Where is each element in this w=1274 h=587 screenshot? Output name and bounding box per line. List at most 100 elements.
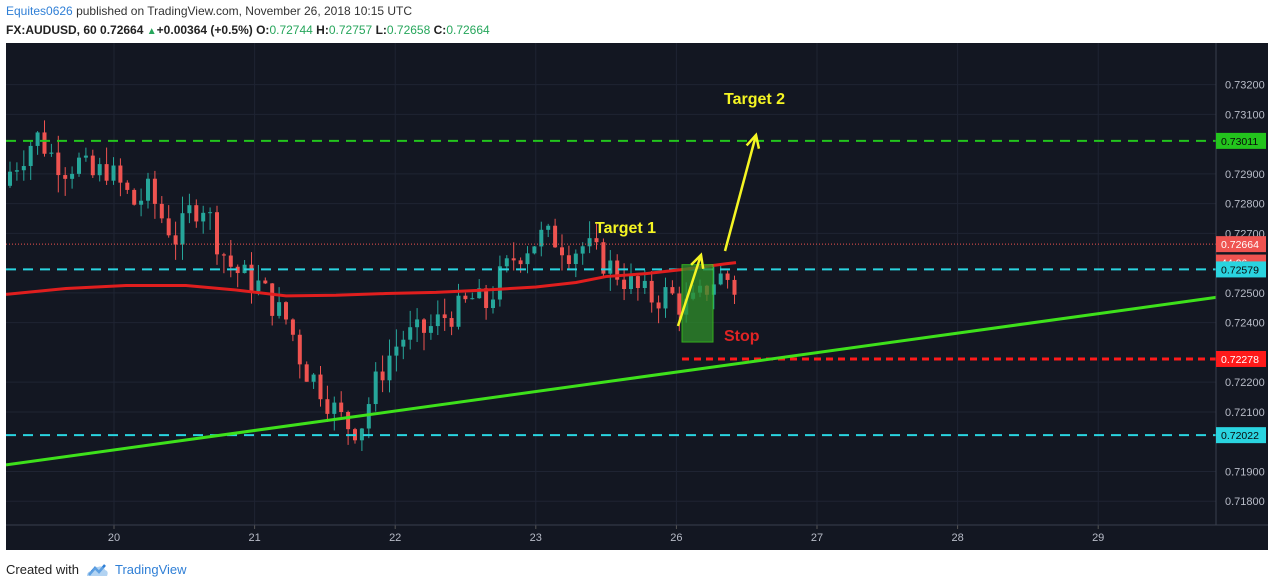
- candle-body: [77, 157, 81, 174]
- target-2-label: Target 2: [724, 91, 785, 108]
- open-label: O:: [256, 23, 270, 37]
- candle-body: [56, 152, 61, 176]
- candle-body: [42, 132, 47, 154]
- candle-body: [14, 170, 19, 172]
- candle-body: [346, 412, 351, 430]
- candle-body: [339, 402, 344, 413]
- candle-body: [284, 302, 288, 320]
- candle-body: [642, 280, 647, 289]
- candle-body: [456, 295, 461, 327]
- candle-body: [573, 253, 578, 265]
- candle-body: [415, 319, 420, 328]
- candle-body: [380, 371, 385, 381]
- price-tick-label: 0.71900: [1225, 466, 1265, 478]
- time-tick-label: 29: [1092, 532, 1104, 544]
- candle-body: [615, 260, 620, 280]
- candle-body: [601, 242, 606, 274]
- time-tick-label: 20: [108, 532, 120, 544]
- candle-body: [649, 280, 654, 303]
- candle-body: [325, 399, 330, 414]
- candle-body: [111, 165, 116, 181]
- target-1-label: Target 1: [595, 220, 656, 237]
- candle-body: [539, 229, 544, 247]
- price-axis: 0.732000.731000.729000.728000.727000.725…: [1215, 43, 1266, 525]
- moving-average-line: [5, 261, 737, 298]
- price-label-box: [1216, 427, 1266, 444]
- candle-body: [622, 279, 627, 290]
- candle-body: [90, 155, 95, 176]
- candle-body: [491, 299, 495, 309]
- candle-body: [201, 212, 206, 222]
- price-tick-label: 0.72800: [1225, 199, 1265, 211]
- symbol-info: FX:AUDUSD, 60 0.72664 ▲+0.00364 (+0.5%) …: [6, 23, 490, 37]
- candle-body: [104, 164, 109, 181]
- price-tick-label: 0.72100: [1225, 407, 1265, 419]
- high-label: H:: [316, 23, 329, 37]
- chart-area[interactable]: 0.73200 0.73100 0.72900 0.72800 0.72700 0.725…: [5, 43, 1268, 550]
- up-arrow-icon: ▲: [146, 26, 157, 37]
- candle-body: [83, 155, 88, 158]
- candle-body: [70, 173, 75, 179]
- grid: [6, 43, 1216, 525]
- price-axis-panel[interactable]: [1216, 43, 1268, 525]
- candle-body: [477, 288, 482, 299]
- tradingview-link[interactable]: TradingView: [114, 562, 187, 577]
- high-value: 0.72757: [328, 23, 373, 37]
- candle-body: [470, 298, 475, 300]
- candle-body: [428, 326, 433, 333]
- candle-body: [608, 260, 613, 274]
- candle-body: [394, 346, 399, 356]
- footer: Created with TradingView: [6, 562, 187, 577]
- candle-body: [97, 164, 102, 176]
- candle-body: [8, 171, 12, 186]
- author-link[interactable]: Equites0626: [6, 4, 73, 18]
- candle-body: [422, 319, 426, 333]
- candle-body: [656, 302, 661, 309]
- candle-body: [270, 283, 275, 316]
- candle-body: [263, 280, 268, 284]
- candle-body: [725, 273, 730, 280]
- candle-body: [449, 318, 454, 327]
- candle-body: [35, 132, 40, 146]
- candle-body: [187, 205, 192, 214]
- candle-body: [118, 165, 123, 183]
- candle-body: [28, 145, 33, 167]
- candle-body: [663, 287, 668, 309]
- time-axis: 20 21 22 23 26 27 28 29: [6, 524, 1268, 544]
- price-label-box: [1216, 132, 1266, 149]
- candle-body: [408, 327, 413, 340]
- symbol-label[interactable]: FX:AUDUSD, 60: [6, 23, 97, 37]
- candle-body: [560, 247, 564, 256]
- stop-label: Stop: [724, 328, 760, 345]
- created-with-text: Created with: [6, 562, 79, 577]
- tradingview-cloud-icon: [86, 563, 108, 576]
- price-label-text: 0.72278: [1221, 354, 1259, 366]
- price-label-text: 0.72579: [1221, 264, 1259, 276]
- candle-body: [546, 225, 551, 230]
- candle-body: [532, 246, 537, 254]
- candle-body: [21, 166, 26, 171]
- plot-background[interactable]: [6, 43, 1216, 525]
- open-value: 0.72744: [269, 23, 313, 37]
- candle-body: [366, 404, 371, 429]
- target-1-arrow-head: [690, 252, 705, 270]
- candle-body: [387, 355, 392, 381]
- candle-body: [401, 339, 406, 347]
- candle-body: [718, 273, 723, 285]
- price-tick-label: 0.72400: [1225, 318, 1265, 330]
- candle-body: [249, 264, 254, 292]
- candle-body: [297, 334, 302, 365]
- candle-body: [215, 212, 219, 255]
- close-label: C:: [433, 23, 447, 37]
- price-label-box: [1216, 350, 1266, 367]
- candle-body: [290, 319, 295, 335]
- candle-body: [304, 364, 309, 382]
- overlays: [5, 139, 1217, 467]
- candlestick-chart[interactable]: 0.732000.731000.729000.728000.727000.725…: [5, 43, 1268, 550]
- time-axis-panel[interactable]: [6, 525, 1268, 550]
- candle-body: [63, 175, 68, 179]
- candle-body: [139, 200, 144, 205]
- candle-body: [677, 293, 682, 315]
- candle-body: [484, 288, 489, 309]
- candle-body: [256, 280, 261, 292]
